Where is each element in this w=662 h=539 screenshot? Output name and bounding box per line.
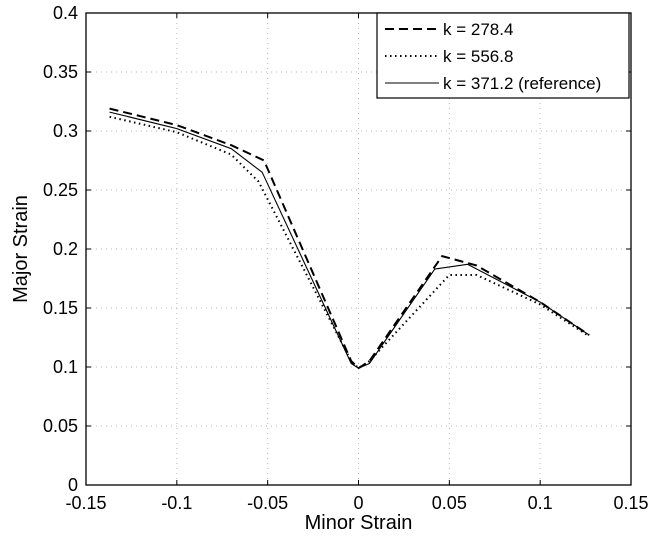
y-tick-label: 0	[68, 475, 78, 495]
legend: k = 278.4 k = 556.8 k = 371.2 (reference)	[376, 12, 630, 99]
legend-label: k = 556.8	[443, 47, 513, 66]
x-tick-label: 0.1	[528, 493, 553, 513]
series-line-dashed	[109, 107, 590, 370]
y-tick-label: 0.4	[53, 3, 78, 23]
x-tick-label: 0	[353, 493, 363, 513]
grid	[86, 13, 631, 485]
y-tick-label: 0.25	[43, 180, 78, 200]
y-axis-label: Major Strain	[10, 195, 32, 303]
series-layer	[109, 107, 590, 370]
x-tick-label: 0.15	[613, 493, 648, 513]
y-tick-label: 0.05	[43, 416, 78, 436]
y-tick-label: 0.1	[53, 357, 78, 377]
legend-label: k = 278.4	[443, 20, 513, 39]
x-tick-label: -0.05	[247, 493, 288, 513]
legend-label: k = 371.2 (reference)	[443, 74, 601, 93]
series-line-dotted	[109, 115, 590, 370]
x-tick-label: -0.15	[65, 493, 106, 513]
y-tick-label: 0.35	[43, 62, 78, 82]
y-tick-label: 0.2	[53, 239, 78, 259]
x-tick-label: -0.1	[161, 493, 192, 513]
y-tick-label: 0.15	[43, 298, 78, 318]
x-axis-label: Minor Strain	[305, 512, 413, 534]
y-tick-label: 0.3	[53, 121, 78, 141]
series-line-solid	[109, 111, 590, 369]
x-tick-label: 0.05	[432, 493, 467, 513]
ticks: -0.15 -0.1 -0.05 0 0.05 0.1 0.15 0 0.05 0.1 0.15 0.…	[43, 3, 649, 513]
legend-box	[376, 12, 630, 99]
